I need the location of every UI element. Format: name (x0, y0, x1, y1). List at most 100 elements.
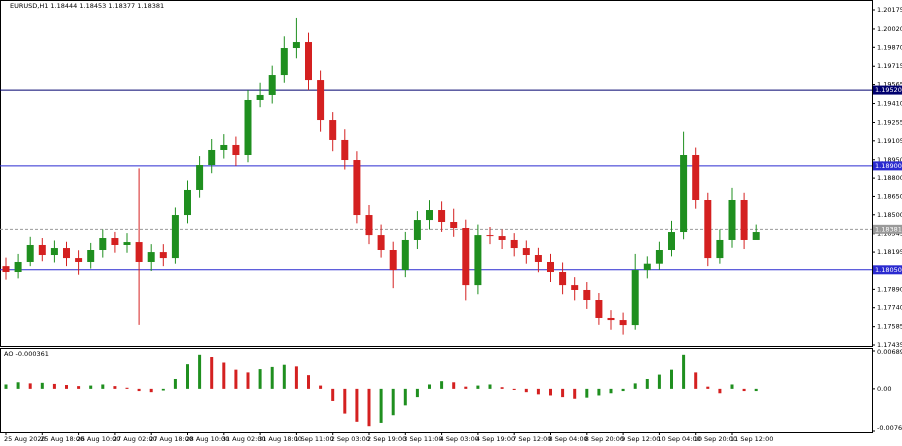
ao-tick-label: -0.00767 (877, 424, 902, 432)
ao-tick-label: 0.006895 (877, 348, 902, 356)
ao-bar (428, 384, 431, 389)
ao-bar (258, 369, 262, 389)
candle-body (752, 232, 760, 240)
y-tick-label: 1.18650 (877, 192, 902, 200)
ao-bar (754, 388, 758, 392)
ao-bar (452, 382, 456, 389)
ao-bar (40, 382, 44, 389)
ao-bar (149, 388, 153, 393)
ao-bar (331, 388, 335, 401)
candle-body (26, 244, 34, 262)
x-tick-label: 2 Sep 19:00 (367, 435, 406, 443)
price-label-box (873, 265, 902, 275)
candle-body (559, 272, 567, 286)
candle-body (426, 210, 433, 221)
candle-body (220, 144, 228, 150)
ao-bar (464, 386, 468, 389)
ao-bar (77, 386, 81, 389)
candle-body (244, 99, 252, 156)
ao-bar (307, 375, 310, 389)
y-tick-label: 1.19565 (877, 81, 902, 89)
x-tick-label: 2 Sep 03:00 (331, 435, 370, 443)
x-tick-label: 9 Sep 12:00 (621, 435, 660, 443)
candle-body (377, 235, 385, 251)
price-label-box (873, 161, 902, 171)
ao-bar (633, 383, 637, 389)
candle-body (704, 199, 712, 259)
ao-bar (742, 388, 746, 392)
ao-bar (319, 385, 323, 389)
ao-bar (500, 387, 504, 389)
candle-body (716, 239, 724, 259)
x-tick-label: 25 Aug 18:00 (40, 435, 84, 443)
ao-bar (597, 388, 601, 396)
ao-bar (609, 388, 613, 394)
candle-body (413, 220, 421, 240)
ao-bar (476, 385, 480, 389)
y-tick-label: 1.19410 (877, 100, 902, 108)
ao-bar (536, 388, 540, 395)
ao-bar (101, 384, 105, 389)
ao-bar (573, 388, 577, 399)
candle-body (305, 42, 312, 81)
x-tick-label: 3 Sep 11:00 (403, 435, 442, 443)
ao-bar (403, 388, 407, 406)
ao-bar (391, 388, 395, 416)
x-tick-label: 27 Aug 02:00 (113, 435, 157, 443)
ao-bar (282, 364, 286, 389)
candle-body (292, 42, 300, 49)
ao-bar (440, 381, 444, 389)
ao-bar (294, 366, 298, 389)
y-tick-label: 1.17585 (877, 323, 902, 331)
y-tick-label: 1.17890 (877, 285, 902, 293)
candle-body (184, 189, 191, 216)
candle-body (50, 248, 58, 256)
candle-body (571, 285, 579, 290)
y-tick-label: 1.18800 (877, 174, 902, 182)
candle-body (510, 239, 518, 249)
candle-body (99, 238, 107, 251)
price-label: 1.18050 (875, 266, 902, 274)
ao-bar (355, 388, 359, 422)
ao-bar (561, 388, 565, 398)
ao-bar (488, 384, 492, 389)
main-frame (0, 0, 873, 347)
chart-title: EURUSD,H1 1.18444 1.18453 1.18377 1.1838… (10, 2, 164, 10)
y-tick-label: 1.18195 (877, 248, 902, 256)
y-tick-label: 1.18500 (877, 211, 902, 219)
ao-bar (657, 374, 661, 389)
ao-bar (621, 388, 625, 392)
candle-body (365, 215, 373, 236)
candle-body (208, 149, 216, 166)
candle-body (353, 160, 361, 216)
candle-body (595, 300, 603, 318)
ao-bar (173, 378, 177, 389)
candle-body (668, 232, 675, 251)
candle-body (147, 252, 155, 262)
ao-bar (234, 369, 238, 389)
candle-body (268, 75, 276, 95)
ao-bar (694, 372, 698, 389)
x-tick-label: 1 Sep 11:00 (294, 435, 333, 443)
ao-bar (512, 388, 516, 390)
price-label-box (873, 224, 902, 234)
ao-bar (28, 383, 32, 389)
ao-bar (16, 382, 20, 389)
x-tick-label: 8 Sep 20:00 (585, 435, 624, 443)
ao-bar (210, 357, 214, 389)
y-tick-label: 1.18950 (877, 156, 902, 164)
x-tick-label: 10 Sep 04:00 (657, 435, 700, 443)
y-tick-label: 1.20175 (877, 6, 902, 14)
candle-body (111, 238, 119, 245)
indicator-title: AO -0.000361 (4, 350, 49, 358)
candle-body (631, 270, 639, 326)
ao-bar (246, 372, 250, 389)
ao-bar (670, 369, 673, 389)
x-tick-label: 31 Aug 02:00 (222, 435, 266, 443)
candle-body (740, 199, 748, 240)
ao-bar (730, 384, 734, 389)
candle-body (159, 252, 167, 259)
ao-bar (645, 378, 649, 389)
x-tick-label: 11 Sep 12:00 (730, 435, 773, 443)
